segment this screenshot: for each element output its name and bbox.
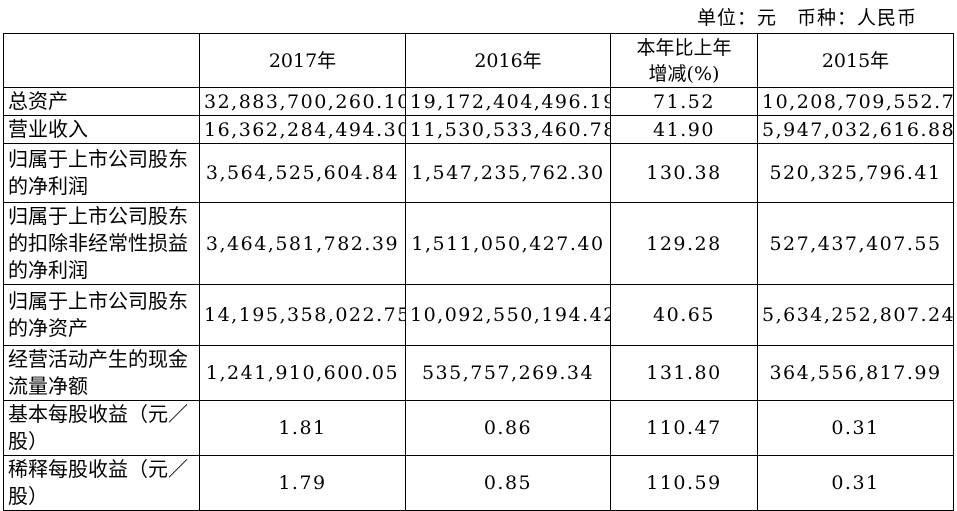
table-row: 归属于上市公司股东的扣除非经常性损益的净利润 3,464,581,782.39 1,…	[3, 202, 954, 285]
table-row: 经营活动产生的现金流量净额 1,241,910,600.05 535,757,269…	[3, 345, 954, 401]
cell-value: 41.90	[610, 115, 758, 144]
column-header: 本年比上年 增减(%)	[610, 33, 758, 88]
cell-value: 40.65	[610, 284, 758, 346]
cell-value: 1,241,910,600.05	[199, 345, 406, 401]
financial-table: 2017年 2016年 本年比上年 增减(%) 2015年 总资产 32,883,700,…	[3, 33, 954, 511]
cell-value: 535,757,269.34	[405, 345, 611, 401]
row-label: 营业收入	[3, 115, 200, 144]
cell-value: 130.38	[610, 143, 758, 203]
cell-value: 3,564,525,604.84	[199, 143, 406, 203]
cell-value: 364,556,817.99	[757, 345, 954, 401]
row-label: 归属于上市公司股东的净利润	[3, 143, 200, 203]
cell-value: 11,530,533,460.78	[405, 115, 611, 144]
cell-value: 10,092,550,194.42	[405, 284, 611, 346]
header-row: 2017年 2016年 本年比上年 增减(%) 2015年	[3, 33, 954, 88]
cell-value: 520,325,796.41	[757, 143, 954, 203]
cell-value: 71.52	[610, 87, 758, 116]
cell-value: 1.79	[199, 455, 406, 511]
column-header: 2016年	[405, 33, 611, 88]
cell-value: 0.85	[405, 455, 611, 511]
column-header: 2017年	[199, 33, 406, 88]
row-label: 归属于上市公司股东的净资产	[3, 284, 200, 346]
cell-value: 131.80	[610, 345, 758, 401]
row-label: 基本每股收益（元／股）	[3, 400, 200, 456]
cell-value: 5,947,032,616.88	[757, 115, 954, 144]
cell-value: 527,437,407.55	[757, 202, 954, 285]
cell-value: 110.59	[610, 455, 758, 511]
row-label: 总资产	[3, 87, 200, 116]
row-label: 经营活动产生的现金流量净额	[3, 345, 200, 401]
cell-value: 0.86	[405, 400, 611, 456]
cell-value: 14,195,358,022.75	[199, 284, 406, 346]
table-row: 总资产 32,883,700,260.10 19,172,404,496.19 71.…	[3, 87, 954, 116]
table-row: 归属于上市公司股东的净资产 14,195,358,022.75 10,092,550…	[3, 284, 954, 346]
cell-value: 1.81	[199, 400, 406, 456]
table-row: 归属于上市公司股东的净利润 3,564,525,604.84 1,547,235,7…	[3, 143, 954, 203]
cell-value: 3,464,581,782.39	[199, 202, 406, 285]
cell-value: 10,208,709,552.75	[757, 87, 954, 116]
cell-value: 5,634,252,807.24	[757, 284, 954, 346]
cell-value: 1,547,235,762.30	[405, 143, 611, 203]
table-row: 基本每股收益（元／股） 1.81 0.86 110.47 0.31	[3, 400, 954, 456]
column-header	[3, 33, 200, 88]
cell-value: 19,172,404,496.19	[405, 87, 611, 116]
table-row: 营业收入 16,362,284,494.30 11,530,533,460.78 41…	[3, 115, 954, 144]
cell-value: 110.47	[610, 400, 758, 456]
cell-value: 129.28	[610, 202, 758, 285]
cell-value: 16,362,284,494.30	[199, 115, 406, 144]
cell-value: 0.31	[757, 455, 954, 511]
unit-note: 单位：元 币种：人民币	[696, 7, 917, 29]
row-label: 归属于上市公司股东的扣除非经常性损益的净利润	[3, 202, 200, 285]
cell-value: 32,883,700,260.10	[199, 87, 406, 116]
cell-value: 1,511,050,427.40	[405, 202, 611, 285]
column-header: 2015年	[757, 33, 954, 88]
cell-value: 0.31	[757, 400, 954, 456]
table-row: 稀释每股收益（元／股） 1.79 0.85 110.59 0.31	[3, 455, 954, 511]
row-label: 稀释每股收益（元／股）	[3, 455, 200, 511]
